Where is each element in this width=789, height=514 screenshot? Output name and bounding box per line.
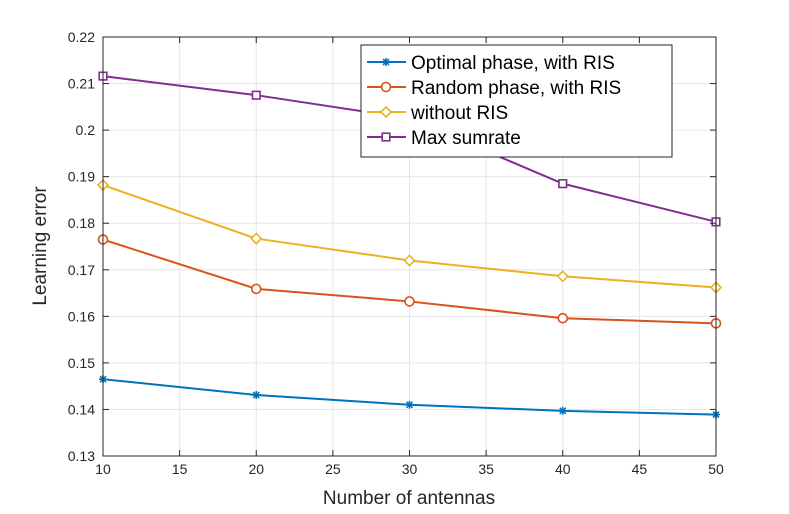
x-tick-label: 35 — [478, 461, 494, 477]
legend: Optimal phase, with RIS Random phase, wit… — [360, 44, 673, 158]
y-tick-label: 0.2 — [76, 122, 96, 138]
legend-item: Optimal phase, with RIS — [367, 53, 615, 74]
y-tick-label: 0.17 — [68, 262, 95, 278]
legend-label: Random phase, with RIS — [411, 78, 621, 99]
y-tick-label: 0.21 — [68, 76, 95, 92]
x-tick-label: 20 — [248, 461, 264, 477]
data-point — [557, 312, 569, 324]
x-tick-label: 30 — [402, 461, 418, 477]
data-point — [403, 254, 416, 267]
data-point — [556, 270, 569, 283]
legend-marker-d2 — [382, 58, 390, 66]
data-point-d2 — [559, 407, 567, 415]
legend-item: Max sumrate — [367, 128, 521, 149]
x-tick-label: 15 — [172, 461, 188, 477]
y-tick-label: 0.19 — [68, 169, 95, 185]
y-tick-label: 0.13 — [68, 448, 95, 464]
data-point-d2 — [252, 391, 260, 399]
legend-item: Random phase, with RIS — [367, 78, 621, 99]
y-tick-label: 0.14 — [68, 401, 95, 417]
data-point — [250, 283, 262, 295]
legend-item: without RIS — [367, 103, 508, 124]
legend-marker — [379, 105, 393, 119]
legend-label: without RIS — [410, 103, 508, 124]
data-point — [404, 296, 415, 307]
ticks: 10 15 20 25 30 35 40 45 50 0.13 0.14 0.15 0.16 0.17 0.… — [68, 29, 724, 477]
x-tick-label: 25 — [325, 461, 341, 477]
y-tick-label: 0.15 — [68, 355, 95, 371]
y-axis-title: Learning error — [30, 186, 51, 306]
y-tick-label: 0.16 — [68, 308, 95, 324]
data-point — [250, 232, 263, 245]
legend-box — [360, 44, 673, 158]
x-tick-label: 40 — [555, 461, 571, 477]
data-point — [251, 90, 261, 100]
x-axis-title: Number of antennas — [323, 488, 495, 509]
legend-marker — [381, 132, 391, 142]
x-tick-label: 10 — [95, 461, 111, 477]
legend-marker — [380, 81, 392, 93]
legend-label: Optimal phase, with RIS — [411, 53, 615, 74]
legend-label: Max sumrate — [411, 128, 521, 149]
y-tick-label: 0.22 — [68, 29, 95, 45]
series-1 — [99, 375, 720, 419]
y-tick-label: 0.18 — [68, 215, 95, 231]
x-tick-label: 50 — [708, 461, 724, 477]
data-point-d2 — [405, 401, 414, 409]
series-2 — [97, 234, 722, 329]
x-tick-label: 45 — [632, 461, 648, 477]
data-point — [558, 179, 568, 189]
